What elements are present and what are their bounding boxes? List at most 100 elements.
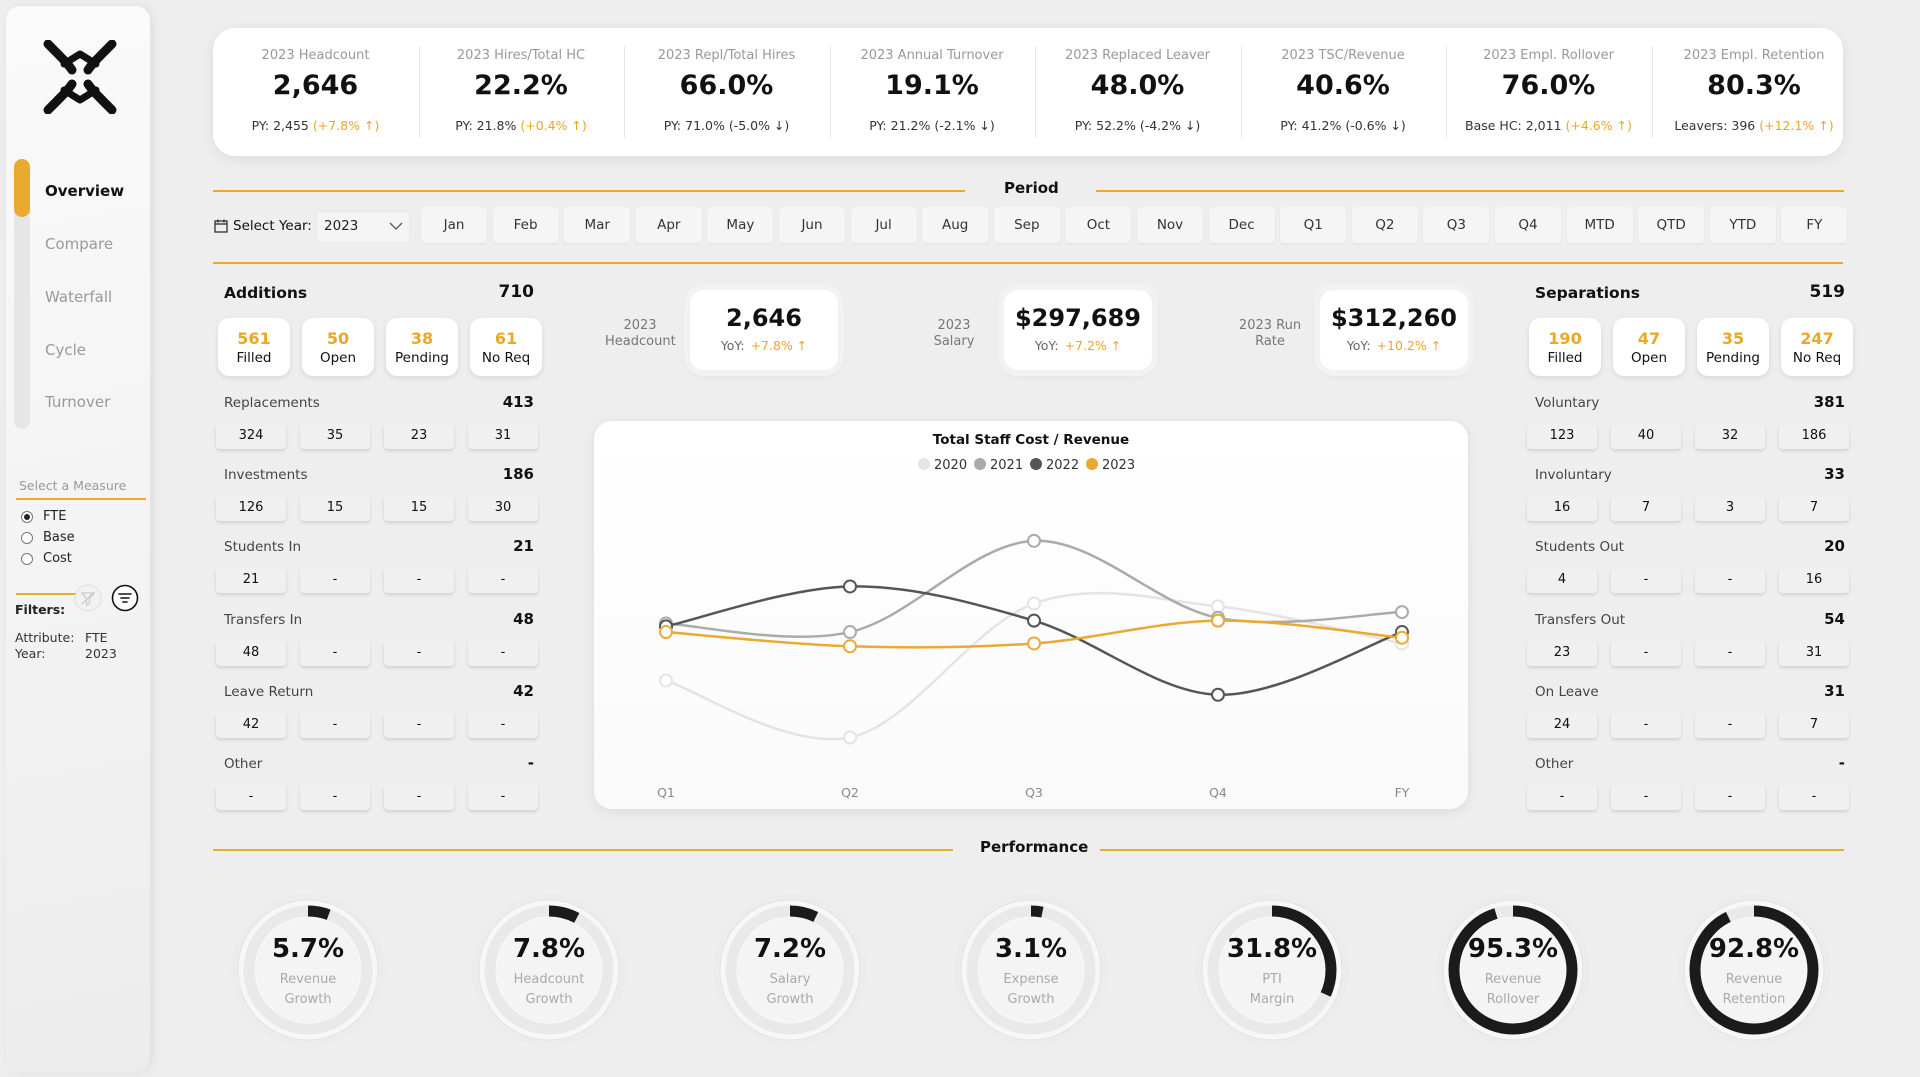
nav-item-waterfall[interactable]: Waterfall (45, 288, 113, 306)
data-point-2020[interactable] (1027, 596, 1041, 611)
gauge-ring (231, 893, 385, 1047)
period-button-qtd[interactable]: QTD (1638, 207, 1705, 243)
gauge-ring (954, 893, 1108, 1047)
data-point-2020[interactable] (659, 673, 673, 688)
period-button-ytd[interactable]: YTD (1709, 207, 1776, 243)
legend-swatch (1030, 458, 1042, 470)
data-point-2023[interactable] (659, 625, 673, 640)
legend-item-2020[interactable]: 2020 (918, 458, 967, 473)
nav-item-turnover[interactable]: Turnover (45, 393, 111, 411)
stat-label: Filled (236, 350, 272, 366)
kpi-divider (1240, 46, 1242, 138)
clear-filter-icon[interactable] (74, 584, 102, 612)
filter-icon[interactable] (111, 584, 139, 612)
separations-row-cell: 31 (1779, 639, 1849, 666)
period-button-aug[interactable]: Aug (922, 207, 989, 243)
nav-item-compare[interactable]: Compare (45, 235, 114, 253)
summary-card-label-text: 2023 Salary (933, 318, 975, 349)
stat-value: 61 (494, 329, 518, 348)
nav-item-overview[interactable]: Overview (45, 182, 125, 200)
yoy-label: YoY: (1034, 338, 1059, 353)
kpi-value: 66.0% (679, 70, 774, 101)
nav-active-indicator (14, 159, 30, 217)
period-button-dec[interactable]: Dec (1208, 207, 1275, 243)
separations-row-total: 54 (1824, 609, 1845, 628)
gauge-value: 92.8% (1708, 934, 1800, 964)
kpi-title: 2023 Empl. Rollover (1483, 48, 1614, 63)
additions-stat-filled[interactable]: 561 Filled (218, 318, 290, 376)
data-point-2023[interactable] (1027, 636, 1041, 651)
period-button-jun[interactable]: Jun (779, 207, 845, 243)
data-point-2023[interactable] (1395, 630, 1409, 645)
data-point-2023[interactable] (1211, 613, 1225, 628)
data-point-2021[interactable] (1395, 605, 1409, 620)
period-button-q2[interactable]: Q2 (1351, 207, 1418, 243)
separations-stat-no-req[interactable]: 247 No Req (1781, 318, 1853, 376)
separations-row-cell: 4 (1527, 567, 1597, 594)
filter-val-attribute: FTE (85, 630, 108, 645)
additions-row-cell: - (468, 567, 538, 594)
app-logo (43, 40, 117, 114)
data-point-2022[interactable] (1211, 687, 1225, 702)
period-button-mar[interactable]: Mar (564, 207, 631, 243)
period-button-may[interactable]: May (707, 207, 774, 243)
radio-circle-icon (21, 510, 33, 523)
period-button-q4[interactable]: Q4 (1495, 207, 1561, 243)
measure-radio-cost[interactable]: Cost (21, 551, 72, 566)
separations-stat-pending[interactable]: 35 Pending (1697, 318, 1769, 376)
separations-stat-filled[interactable]: 190 Filled (1529, 318, 1601, 376)
x-tick-label: Q1 (657, 785, 675, 800)
additions-row-cell: - (384, 639, 454, 666)
gauge-value: 3.1% (994, 934, 1068, 964)
period-button-q1[interactable]: Q1 (1280, 207, 1347, 243)
year-dropdown[interactable]: 2023 (316, 211, 410, 243)
period-button-oct[interactable]: Oct (1065, 207, 1132, 243)
legend-item-2022[interactable]: 2022 (1030, 458, 1079, 473)
performance-title: Performance (980, 838, 1089, 856)
measure-divider (16, 498, 146, 500)
data-point-2021[interactable] (1027, 533, 1041, 548)
period-button-feb[interactable]: Feb (492, 207, 559, 243)
gauge-label: PTI Margin (1192, 970, 1352, 1010)
gauge-ring (1677, 893, 1831, 1047)
data-point-2020[interactable] (843, 730, 857, 745)
period-button-q3[interactable]: Q3 (1423, 207, 1490, 243)
nav-item-cycle[interactable]: Cycle (45, 341, 86, 359)
data-point-2022[interactable] (1027, 613, 1041, 628)
additions-stat-no-req[interactable]: 61 No Req (470, 318, 542, 376)
gauge-label-line2: Retention (1722, 992, 1786, 1007)
period-button-jul[interactable]: Jul (850, 207, 917, 243)
legend-label: 2021 (990, 458, 1023, 473)
period-title: Period (1004, 179, 1059, 197)
performance-gauge: 7.8% Headcount Growth (469, 890, 629, 1050)
additions-row-cell: - (216, 784, 286, 810)
separations-stat-open[interactable]: 47 Open (1613, 318, 1685, 376)
data-point-2022[interactable] (843, 579, 857, 594)
kpi-bar: 2023 Headcount 2,646 PY: 2,455 (+7.8% ↑) 202… (213, 28, 1843, 156)
measure-radio-base[interactable]: Base (21, 530, 75, 545)
kpi-prev: PY: 21.2% (869, 118, 931, 133)
filters-divider (16, 593, 76, 595)
period-button-jan[interactable]: Jan (421, 207, 487, 243)
additions-stat-pending[interactable]: 38 Pending (386, 318, 458, 376)
legend-item-2021[interactable]: 2021 (974, 458, 1023, 473)
period-button-apr[interactable]: Apr (635, 207, 702, 243)
kpi-comparison: PY: 41.2% (-0.6% ↓) (1241, 118, 1446, 133)
data-point-2020[interactable] (1211, 599, 1225, 614)
period-button-sep[interactable]: Sep (993, 207, 1060, 243)
period-button-fy[interactable]: FY (1781, 207, 1848, 243)
additions-stat-open[interactable]: 50 Open (302, 318, 374, 376)
kpi-prev: PY: 71.0% (663, 118, 725, 133)
summary-card: 2023 Headcount 2,646 YoY: +7.8% ↑ (594, 290, 839, 376)
kpi-value: 19.1% (885, 70, 979, 101)
data-point-2023[interactable] (843, 639, 857, 654)
period-button-mtd[interactable]: MTD (1566, 207, 1633, 243)
kpi-comparison: Leavers: 396 (+12.1% ↑) (1652, 118, 1857, 133)
gauge-value: 7.2% (753, 934, 827, 964)
kpi-card: 2023 Replaced Leaver 48.0% PY: 52.2% (-4.2%… (1035, 28, 1240, 156)
data-point-2021[interactable] (843, 625, 857, 640)
period-button-nov[interactable]: Nov (1137, 207, 1203, 243)
gauge-ring (1195, 893, 1349, 1047)
measure-radio-fte[interactable]: FTE (21, 509, 66, 524)
legend-item-2023[interactable]: 2023 (1086, 458, 1135, 473)
